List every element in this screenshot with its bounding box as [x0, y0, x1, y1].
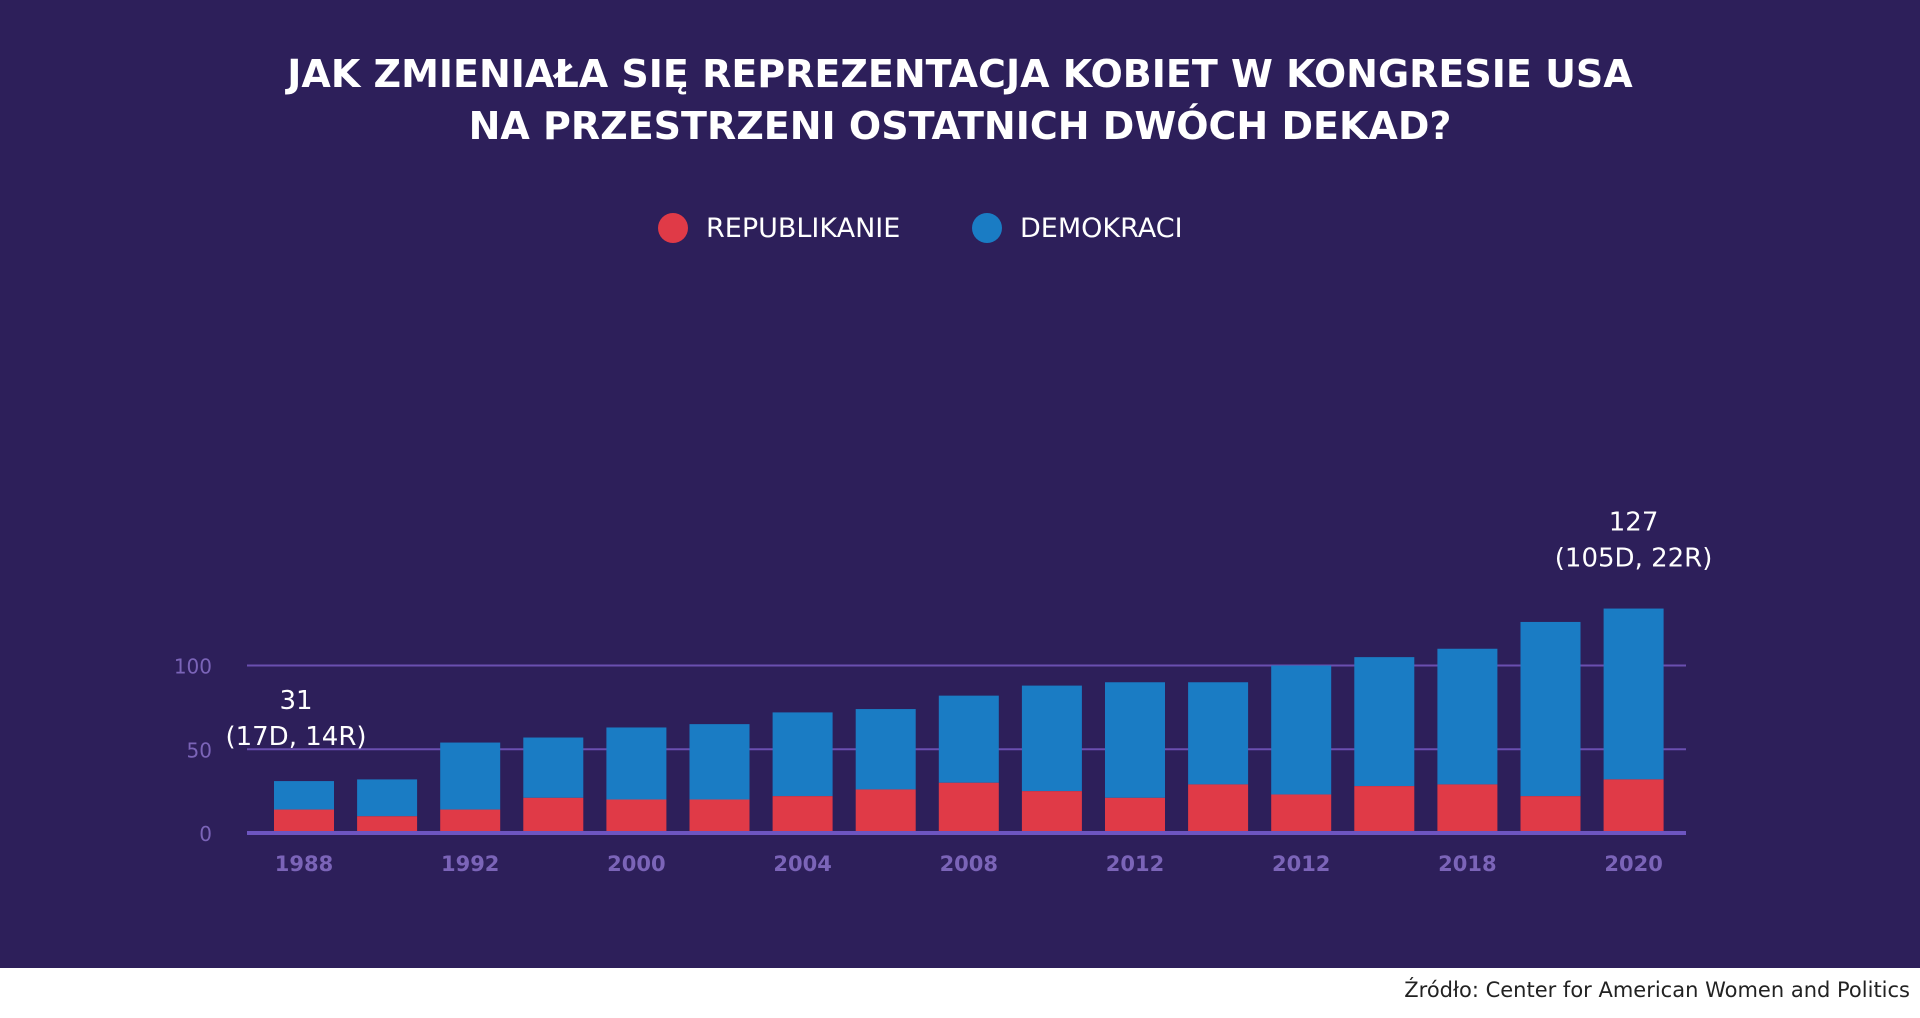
bar-democrats-4	[606, 727, 667, 800]
bar-democrats-13	[1354, 657, 1415, 787]
x-tick-label: 2012	[1272, 852, 1330, 876]
bar-democrats-14	[1437, 648, 1498, 785]
bar-democrats-16	[1603, 608, 1664, 780]
bar-republicans-1	[357, 816, 418, 833]
x-tick-label: 2008	[940, 852, 998, 876]
bar-republicans-12	[1271, 794, 1332, 833]
legend-item-democrats: DEMOKRACI	[972, 208, 1183, 248]
bar-republicans-9	[1021, 791, 1082, 833]
x-tick-label: 2000	[607, 852, 665, 876]
bar-republicans-16	[1603, 779, 1664, 833]
legend: REPUBLIKANIE DEMOKRACI	[0, 208, 1920, 248]
x-tick-label: 1992	[441, 852, 499, 876]
x-tick-label: 2012	[1106, 852, 1164, 876]
chart-title-line-1: JAK ZMIENIAŁA SIĘ REPREZENTACJA KOBIET W…	[287, 52, 1633, 96]
bar-democrats-12	[1271, 665, 1332, 795]
bar-democrats-9	[1021, 685, 1082, 792]
legend-item-republicans: REPUBLIKANIE	[658, 208, 900, 248]
bar-republicans-3	[523, 797, 584, 833]
chart-title-line-2: NA PRZESTRZENI OSTATNICH DWÓCH DEKAD?	[468, 104, 1452, 148]
y-tick-label-100: 100	[174, 655, 212, 679]
bar-republicans-8	[938, 782, 999, 833]
bar-republicans-0	[274, 809, 334, 833]
bar-republicans-2	[440, 809, 501, 833]
data-label-16-1: (105D, 22R)	[1555, 544, 1713, 574]
bar-republicans-6	[772, 796, 833, 833]
bar-democrats-0	[274, 781, 334, 810]
bar-democrats-10	[1105, 682, 1165, 798]
bar-republicans-14	[1437, 784, 1498, 833]
bar-republicans-7	[855, 789, 916, 833]
bar-republicans-11	[1188, 784, 1249, 833]
x-tick-label: 1988	[275, 852, 333, 876]
bar-democrats-1	[357, 779, 418, 817]
bar-republicans-4	[606, 799, 667, 833]
bar-democrats-8	[938, 695, 999, 783]
x-tick-label: 2004	[773, 852, 831, 876]
legend-dot-republicans	[658, 213, 688, 243]
y-tick-label-50: 50	[187, 738, 212, 762]
bar-democrats-2	[440, 742, 501, 810]
chart-title: JAK ZMIENIAŁA SIĘ REPREZENTACJA KOBIET W…	[0, 48, 1920, 152]
x-tick-label: 2020	[1604, 852, 1662, 876]
data-label-0-0: 31	[279, 686, 312, 716]
bar-democrats-3	[523, 737, 584, 798]
bar-republicans-13	[1354, 786, 1415, 833]
source-note: Źródło: Center for American Women and Po…	[1404, 978, 1910, 1002]
legend-dot-democrats	[972, 213, 1002, 243]
bar-democrats-15	[1520, 621, 1581, 797]
bar-democrats-5	[689, 724, 750, 800]
bar-democrats-7	[855, 709, 916, 790]
y-tick-label-0: 0	[199, 822, 212, 846]
legend-label-democrats: DEMOKRACI	[1020, 212, 1183, 244]
bar-chart: 0 50 100 1988 1992 2000 2004 2008 2012 2012 2018 20…	[174, 508, 1713, 876]
legend-label-republicans: REPUBLIKANIE	[706, 212, 901, 244]
data-label-0-1: (17D, 14R)	[225, 722, 366, 752]
bar-democrats-11	[1188, 682, 1249, 785]
bar-democrats-6	[772, 712, 833, 797]
x-tick-label: 2018	[1438, 852, 1496, 876]
bar-republicans-10	[1105, 797, 1165, 833]
bar-republicans-15	[1520, 796, 1581, 833]
bar-republicans-5	[689, 799, 750, 833]
data-label-16-0: 127	[1609, 508, 1659, 538]
